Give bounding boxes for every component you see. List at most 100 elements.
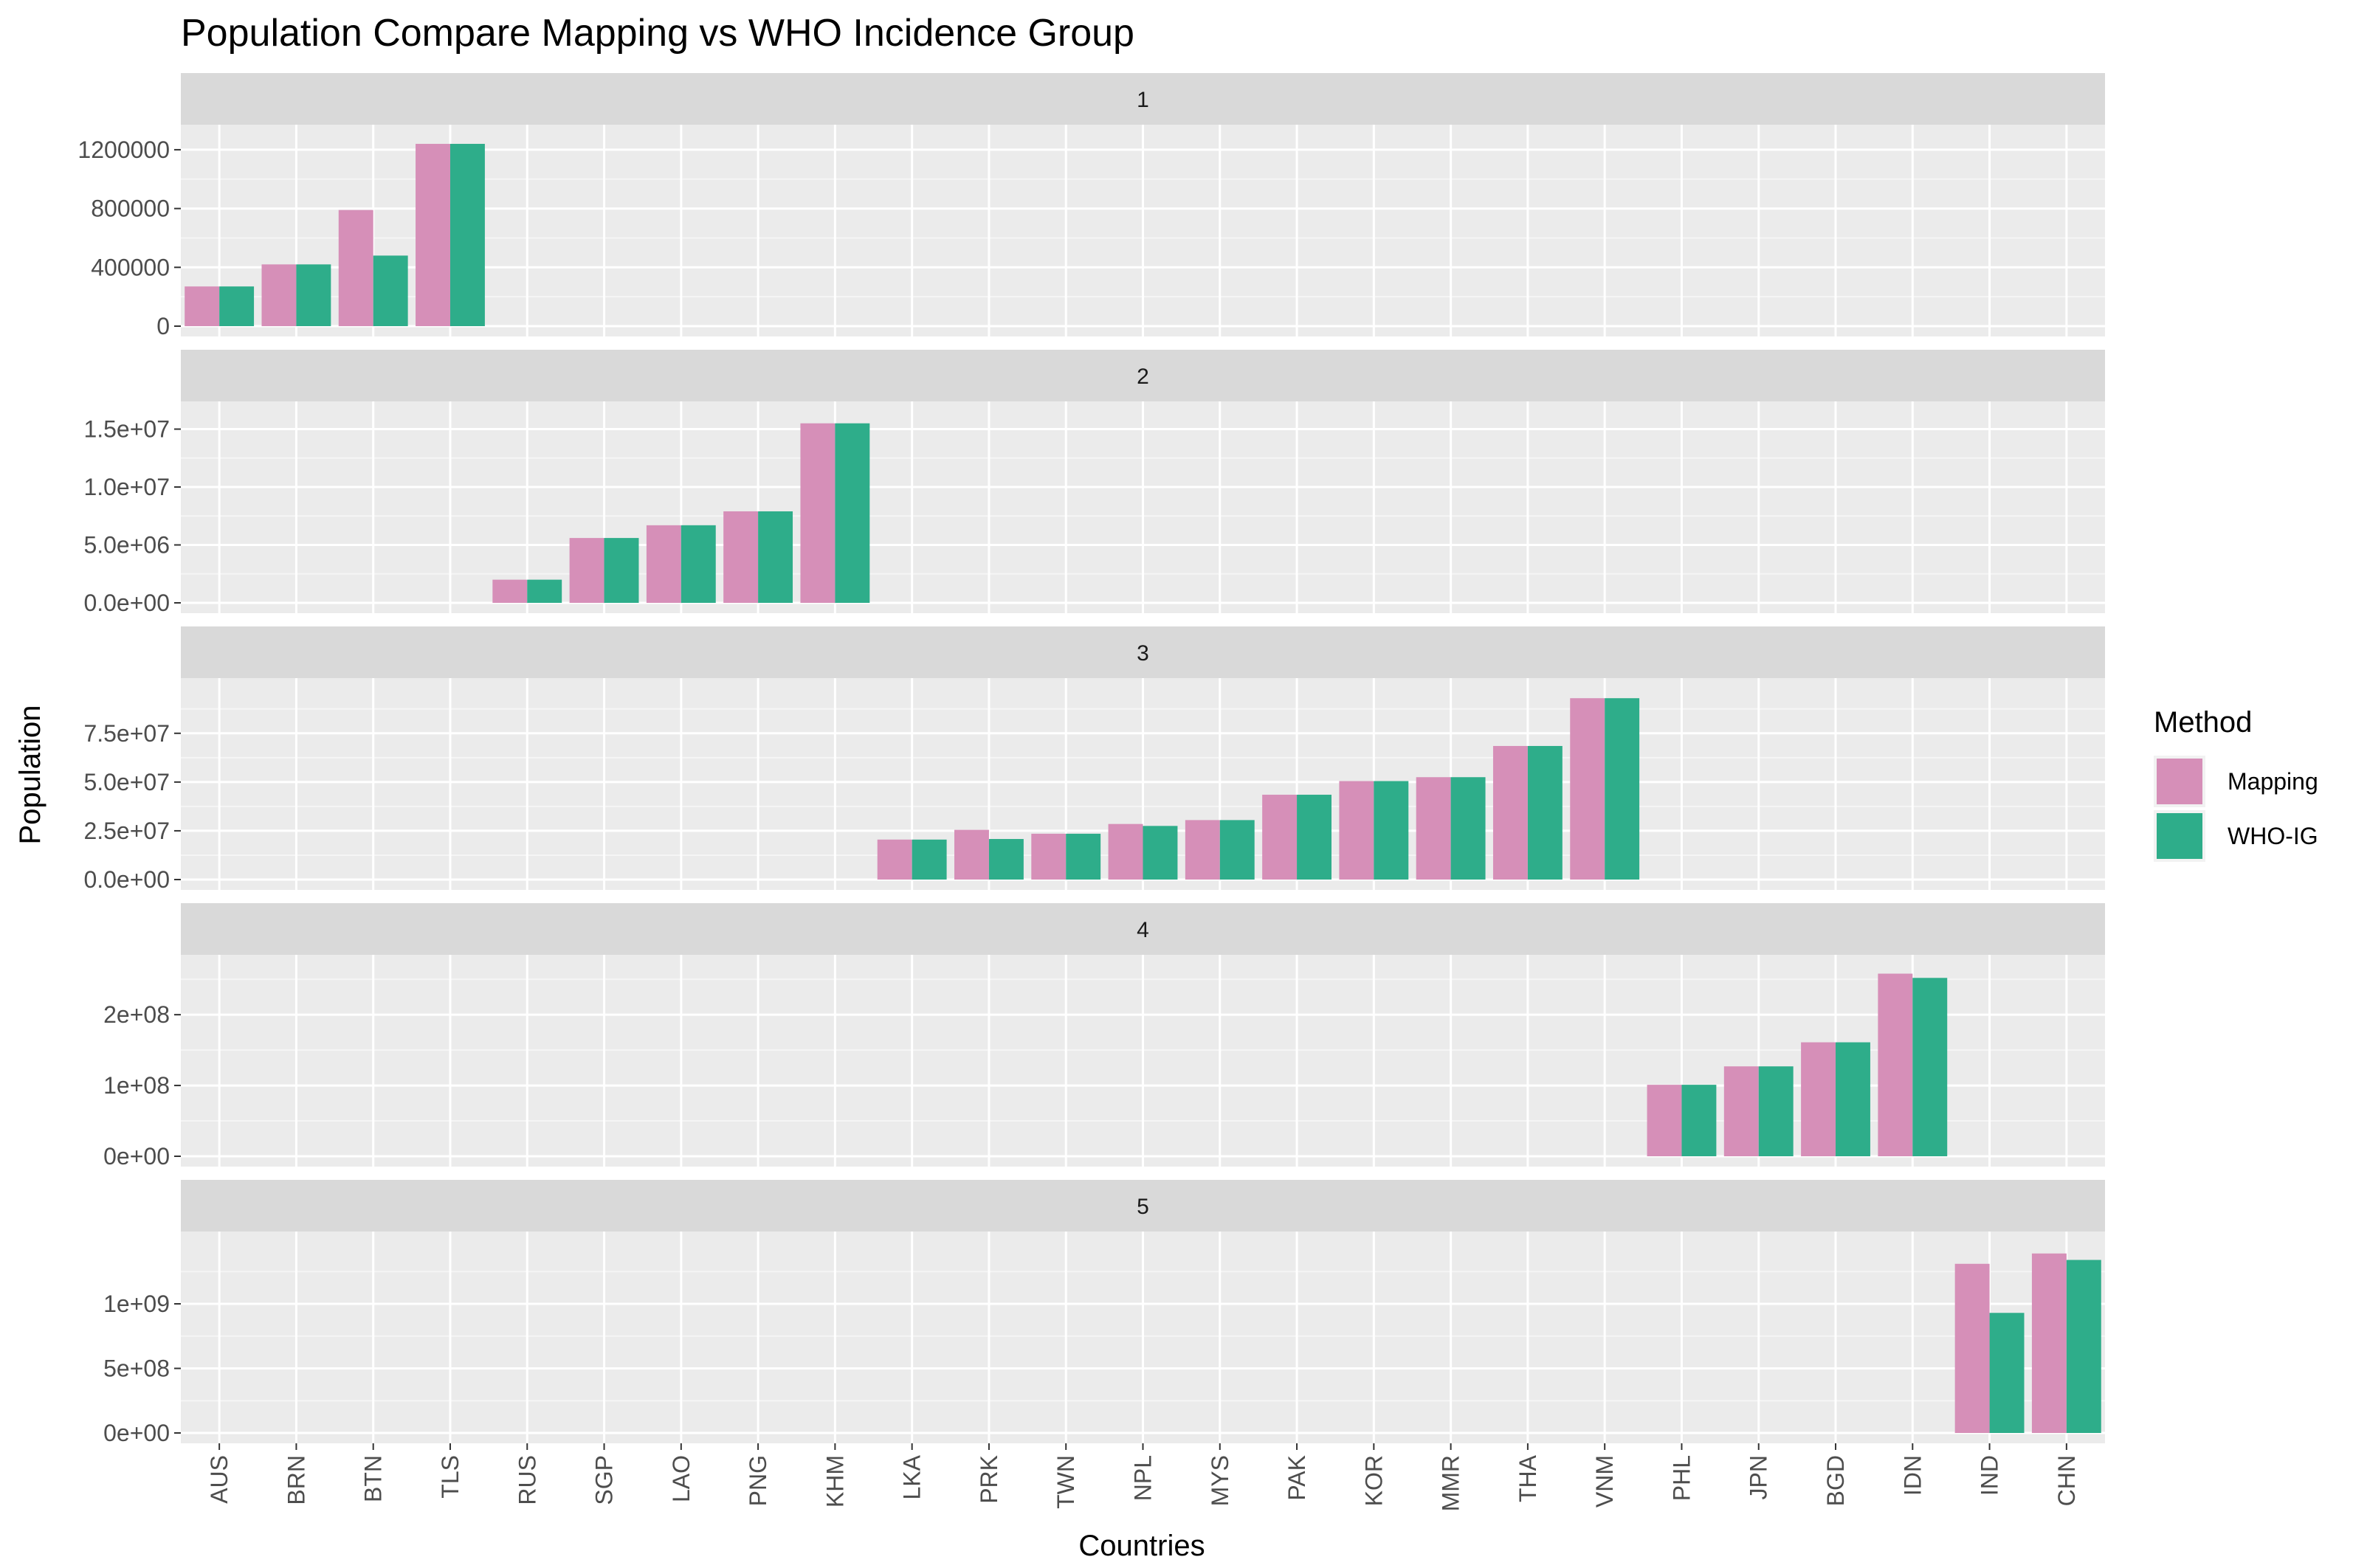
x-tick-label: PAK [1284,1455,1310,1501]
bar-mapping-png [723,511,759,603]
bar-mapping-prk [954,829,989,880]
legend-key-who-ig [2157,813,2202,859]
x-axis-title: Countries [1078,1530,1205,1562]
bar-who-ig-prk [988,839,1024,880]
x-tick-label: BGD [1822,1455,1849,1506]
y-tick-label: 0e+00 [103,1420,170,1446]
facet-strip [181,73,2105,125]
bar-mapping-npl [1108,823,1143,880]
y-tick-label: 5.0e+06 [83,532,170,559]
bar-who-ig-tls [449,143,485,326]
y-tick-label: 2.5e+07 [83,818,170,844]
facet-panel-2: 2 0.0e+00 5.0e+06 1.0e+07 1.5e+07 [83,350,2105,616]
bar-mapping-lao [646,525,681,603]
x-tick-label: KHM [821,1455,848,1507]
panels: 1 0 400000 800000 1200000 2 0.0e+00 5.0e+06 1.0e… [77,73,2105,1446]
bar-mapping-ind [1954,1263,1990,1433]
x-tick-label: CHN [2053,1455,2080,1506]
bar-who-ig-phl [1681,1085,1717,1156]
x-tick-label: AUS [206,1455,232,1504]
x-tick-label: LKA [899,1454,926,1499]
bar-mapping-rus [492,579,528,603]
x-tick-label: MMR [1438,1455,1464,1511]
x-tick-label: SGP [591,1455,618,1505]
facet-panel-5: 5 0e+00 5e+08 1e+09 [103,1180,2105,1446]
legend-key-mapping [2157,759,2202,804]
legend-items: Mapping WHO-IG [2154,756,2318,862]
legend-label: WHO-IG [2228,823,2318,849]
bar-mapping-btn [338,210,373,326]
bar-mapping-phl [1647,1085,1682,1156]
y-tick-label: 1.5e+07 [83,416,170,443]
x-tick-label: BRN [283,1455,309,1505]
bar-mapping-pak [1262,795,1298,880]
bar-who-ig-brn [296,264,331,326]
y-tick-label: 5.0e+07 [83,769,170,795]
facet-strip-label: 5 [1137,1195,1149,1219]
bar-who-ig-ind [1989,1313,2025,1433]
bar-mapping-sgp [569,538,604,603]
legend-label: Mapping [2228,768,2318,795]
bar-mapping-aus [185,286,220,326]
facet-strip-label: 4 [1137,918,1149,942]
x-tick-label: IDN [1899,1455,1926,1496]
y-tick-label: 1200000 [77,137,170,163]
chart-title: Population Compare Mapping vs WHO Incide… [181,12,1134,55]
bar-mapping-twn [1031,833,1067,880]
bar-mapping-mys [1185,820,1220,880]
x-tick-label: TWN [1053,1455,1079,1509]
facet-strip [181,1180,2105,1232]
bar-who-ig-npl [1143,826,1178,880]
bar-who-ig-lao [681,525,716,603]
bar-who-ig-mys [1219,820,1255,880]
x-tick-label: IND [1977,1455,2003,1496]
x-axis: AUS BRN BTN TLS RUS SGP LAO PNG KHM LKA PRK TWN NPL M… [206,1443,2080,1511]
bar-mapping-lka [877,839,912,880]
y-tick-label: 1.0e+07 [83,474,170,500]
bar-who-ig-kor [1374,781,1409,880]
legend-title: Method [2154,706,2252,739]
x-tick-label: PRK [976,1455,1002,1504]
facet-strip [181,626,2105,678]
y-tick-label: 400000 [91,254,170,280]
bar-who-ig-twn [1066,833,1101,880]
bar-mapping-bgd [1801,1042,1836,1156]
x-tick-label: KOR [1360,1455,1387,1506]
bar-mapping-chn [2031,1253,2067,1433]
bar-mapping-jpn [1723,1066,1759,1156]
legend: Method Mapping WHO-IG [2154,706,2318,862]
x-tick-label: BTN [360,1455,387,1502]
facet-strip-label: 1 [1137,88,1149,112]
bar-who-ig-vnm [1605,698,1640,880]
bar-mapping-tls [416,143,450,326]
facet-strip [181,350,2105,401]
bar-who-ig-lka [912,839,947,880]
facet-panel-1: 1 0 400000 800000 1200000 [77,73,2105,339]
bar-who-ig-sgp [604,538,639,603]
x-tick-label: MYS [1207,1455,1233,1506]
bar-mapping-khm [800,423,836,603]
y-tick-label: 5e+08 [103,1355,170,1382]
x-tick-label: TLS [437,1455,464,1499]
bar-mapping-idn [1878,973,1913,1156]
bar-who-ig-chn [2066,1260,2101,1433]
y-tick-label: 2e+08 [103,1001,170,1028]
facet-strip [181,903,2105,955]
y-tick-label: 800000 [91,196,170,222]
bar-who-ig-png [758,511,793,603]
y-tick-label: 7.5e+07 [83,720,170,747]
y-tick-label: 0e+00 [103,1143,170,1170]
bar-who-ig-jpn [1758,1066,1794,1156]
x-tick-label: PHL [1668,1455,1695,1501]
bar-who-ig-bgd [1836,1042,1870,1156]
y-tick-label: 0.0e+00 [83,590,170,616]
y-tick-label: 1e+09 [103,1291,170,1317]
facet-strip-label: 2 [1137,365,1149,389]
bar-who-ig-rus [527,579,562,603]
x-tick-label: LAO [668,1455,695,1502]
x-tick-label: PNG [745,1455,771,1506]
y-tick-label: 0 [156,313,170,339]
bar-mapping-brn [261,264,297,326]
